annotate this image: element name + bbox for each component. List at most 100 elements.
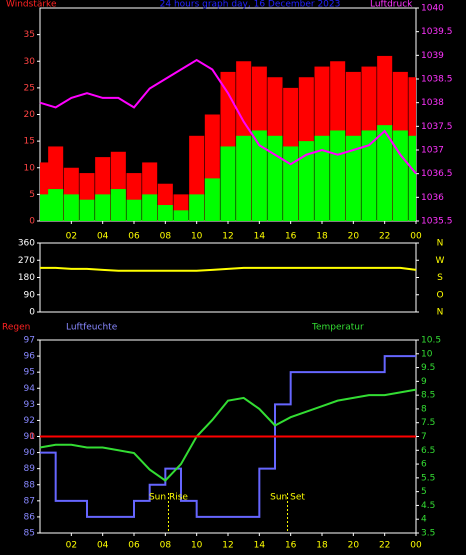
tick-label: 90 xyxy=(24,448,36,458)
y2-axis-label: Temperatur xyxy=(311,323,364,333)
tick-label: 0 xyxy=(29,308,35,318)
x-tick-label: 00 xyxy=(410,232,422,242)
bar xyxy=(330,130,346,221)
bar xyxy=(95,194,111,221)
bar xyxy=(377,125,393,221)
x-tick-label: 08 xyxy=(160,232,172,242)
series-line xyxy=(40,266,417,272)
y3-axis-label: Regen xyxy=(2,323,30,333)
x-tick-label: 18 xyxy=(316,541,328,551)
tick-label: 87 xyxy=(24,496,35,506)
tick-label: N xyxy=(437,239,444,249)
annotation: Sun Set xyxy=(270,493,305,503)
tick-label: 0 xyxy=(29,432,35,442)
tick-label: 180 xyxy=(18,273,35,283)
x-tick-label: 16 xyxy=(285,232,297,242)
x-tick-label: 22 xyxy=(379,232,390,242)
x-tick-label: 20 xyxy=(348,541,360,551)
direction-frame xyxy=(39,242,417,313)
tick-label: 1037 xyxy=(421,146,444,156)
x-tick-label: 18 xyxy=(316,232,328,242)
bar xyxy=(142,194,158,221)
tick-label: N xyxy=(437,308,444,318)
x-tick-label: 08 xyxy=(160,541,172,551)
x-tick-label: 16 xyxy=(285,541,297,551)
tick-label: 1040 xyxy=(421,4,444,14)
tick-label: 35 xyxy=(24,30,35,40)
bar xyxy=(251,130,267,221)
tick-label: 88 xyxy=(24,480,36,490)
tick-label: 1035.5 xyxy=(421,217,453,227)
tick-label: 10 xyxy=(24,163,36,173)
bar xyxy=(345,135,361,221)
x-tick-label: 14 xyxy=(254,232,266,242)
tick-label: 1039 xyxy=(421,51,444,61)
bar xyxy=(157,205,173,221)
tick-label: 5 xyxy=(29,190,35,200)
annotation: Sun Rise xyxy=(149,493,188,503)
bar xyxy=(392,130,408,221)
tick-label: 92 xyxy=(24,416,35,426)
bar xyxy=(408,135,416,221)
tick-label: 1038 xyxy=(421,98,444,108)
tick-label: 0 xyxy=(29,217,35,227)
tick-label: O xyxy=(436,290,443,300)
bar xyxy=(204,178,220,221)
x-tick-label: 12 xyxy=(222,232,233,242)
x-tick-label: 02 xyxy=(66,541,77,551)
tick-label: 89 xyxy=(24,464,36,474)
series-line xyxy=(39,58,417,175)
tick-label: 270 xyxy=(18,256,35,266)
tick-label: 25 xyxy=(24,83,35,93)
x-tick-label: 20 xyxy=(348,232,360,242)
bar xyxy=(110,189,126,221)
bar xyxy=(298,141,314,221)
tick-label: 9.5 xyxy=(421,363,435,373)
tick-label: 6 xyxy=(421,460,427,470)
tick-label: 4.5 xyxy=(421,501,435,511)
tick-label: 4 xyxy=(421,515,427,525)
series-step xyxy=(40,355,416,518)
tick-label: 8.5 xyxy=(421,391,435,401)
tick-label: 8 xyxy=(421,404,427,414)
bar xyxy=(63,194,79,221)
bar xyxy=(173,210,189,221)
tick-label: 9 xyxy=(421,377,427,387)
tick-label: 1037.5 xyxy=(421,122,453,132)
bar xyxy=(189,194,205,221)
tick-label: 7 xyxy=(421,432,427,442)
chart-title: 24 hours graph day, 16 December 2023 xyxy=(160,0,341,10)
tick-label: 20 xyxy=(24,110,36,120)
tick-label: 91 xyxy=(24,432,35,442)
bar xyxy=(283,146,299,221)
tick-label: 94 xyxy=(24,384,36,394)
tick-label: 5 xyxy=(421,487,427,497)
bar xyxy=(48,189,64,221)
bar xyxy=(361,130,377,221)
x-tick-label: 10 xyxy=(191,541,203,551)
tick-label: 1038.5 xyxy=(421,75,453,85)
x-tick-label: 00 xyxy=(410,541,422,551)
bar xyxy=(267,135,283,221)
x-tick-label: 06 xyxy=(128,541,140,551)
tick-label: 85 xyxy=(24,529,35,539)
tick-label: 3.5 xyxy=(421,529,435,539)
tick-label: 5.5 xyxy=(421,473,435,483)
y-axis-label: Luftfeuchte xyxy=(66,323,118,333)
tick-label: 90 xyxy=(24,290,36,300)
x-tick-label: 04 xyxy=(97,541,109,551)
tick-label: 97 xyxy=(24,336,35,346)
bar xyxy=(236,135,252,221)
bar xyxy=(79,199,95,221)
tick-label: 10.5 xyxy=(421,336,441,346)
x-tick-label: 06 xyxy=(128,232,140,242)
tick-label: 7.5 xyxy=(421,418,435,428)
x-tick-label: 02 xyxy=(66,232,77,242)
tick-label: 15 xyxy=(24,137,35,147)
tick-label: 86 xyxy=(24,512,36,522)
tick-label: 1039.5 xyxy=(421,27,453,37)
x-tick-label: 12 xyxy=(222,541,233,551)
y-axis-label: Windstärke xyxy=(6,0,57,10)
tick-label: 10 xyxy=(421,349,433,359)
